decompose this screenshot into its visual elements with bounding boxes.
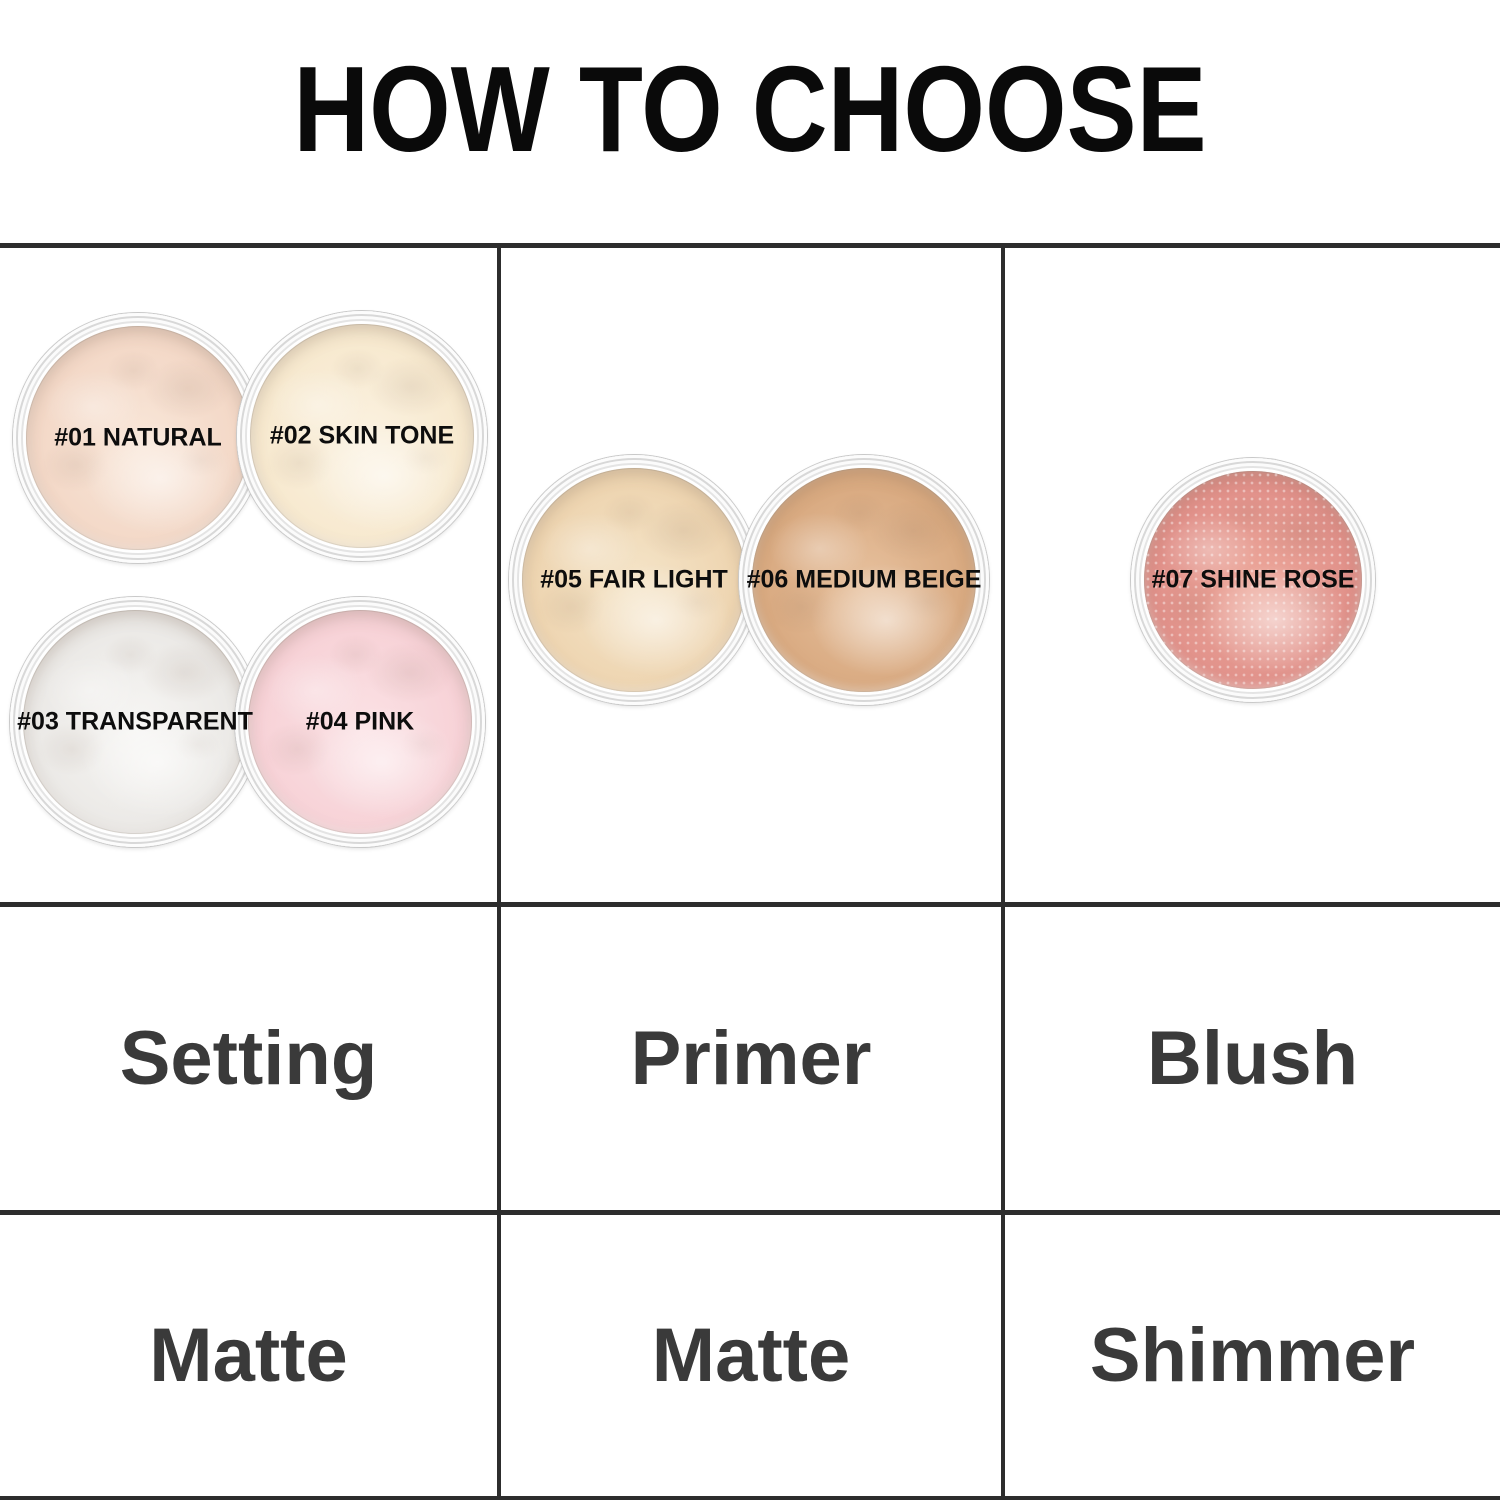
function-label-blush: Blush	[1146, 1016, 1359, 1101]
grid-line-vertical-left	[497, 248, 501, 1500]
page-title-text: HOW TO CHOOSE	[293, 41, 1207, 177]
comparison-grid: #01 NATURAL #02 SKIN TONE #03 TRANSPAREN…	[0, 243, 1500, 1500]
powder-texture	[26, 326, 250, 550]
grid-line-horizontal-lower	[0, 1210, 1500, 1215]
grid-line-horizontal-top	[0, 243, 1500, 248]
finish-label-matte-1: Matte	[149, 1313, 348, 1398]
powder-jar-01: #01 NATURAL	[13, 313, 263, 563]
powder-surface-07	[1144, 471, 1362, 689]
powder-jar-02: #02 SKIN TONE	[237, 311, 487, 561]
powder-texture	[522, 468, 746, 692]
powder-surface-02	[250, 324, 474, 548]
finish-label-matte-2: Matte	[651, 1313, 851, 1398]
function-label-primer: Primer	[630, 1016, 872, 1101]
powder-shade-label-04: #04 PINK	[305, 707, 415, 736]
powder-surface-06	[752, 468, 976, 692]
page-title: HOW TO CHOOSE	[0, 30, 1500, 189]
grid-line-horizontal-middle	[0, 902, 1500, 907]
finish-label-shimmer: Shimmer	[1089, 1313, 1416, 1398]
powder-shade-label-01: #01 NATURAL	[54, 423, 222, 452]
powder-jar-05: #05 FAIR LIGHT	[509, 455, 759, 705]
grid-line-horizontal-bottom	[0, 1496, 1500, 1500]
powder-shade-label-02: #02 SKIN TONE	[269, 421, 455, 450]
powder-texture	[250, 324, 474, 548]
powder-surface-05	[522, 468, 746, 692]
powder-shade-label-06: #06 MEDIUM BEIGE	[746, 565, 982, 594]
powder-jar-03: #03 TRANSPARENT	[10, 597, 260, 847]
powder-shade-label-05: #05 FAIR LIGHT	[540, 565, 728, 594]
grid-line-vertical-right	[1001, 248, 1005, 1500]
powder-texture	[248, 610, 472, 834]
powder-shade-label-03: #03 TRANSPARENT	[17, 707, 253, 736]
powder-texture	[23, 610, 247, 834]
powder-jar-07: #07 SHINE ROSE	[1131, 458, 1375, 702]
function-label-setting: Setting	[119, 1016, 378, 1101]
powder-texture	[752, 468, 976, 692]
powder-surface-01	[26, 326, 250, 550]
powder-shade-label-07: #07 SHINE ROSE	[1151, 565, 1355, 594]
powder-surface-04	[248, 610, 472, 834]
powder-jar-06: #06 MEDIUM BEIGE	[739, 455, 989, 705]
powder-surface-03	[23, 610, 247, 834]
powder-jar-04: #04 PINK	[235, 597, 485, 847]
